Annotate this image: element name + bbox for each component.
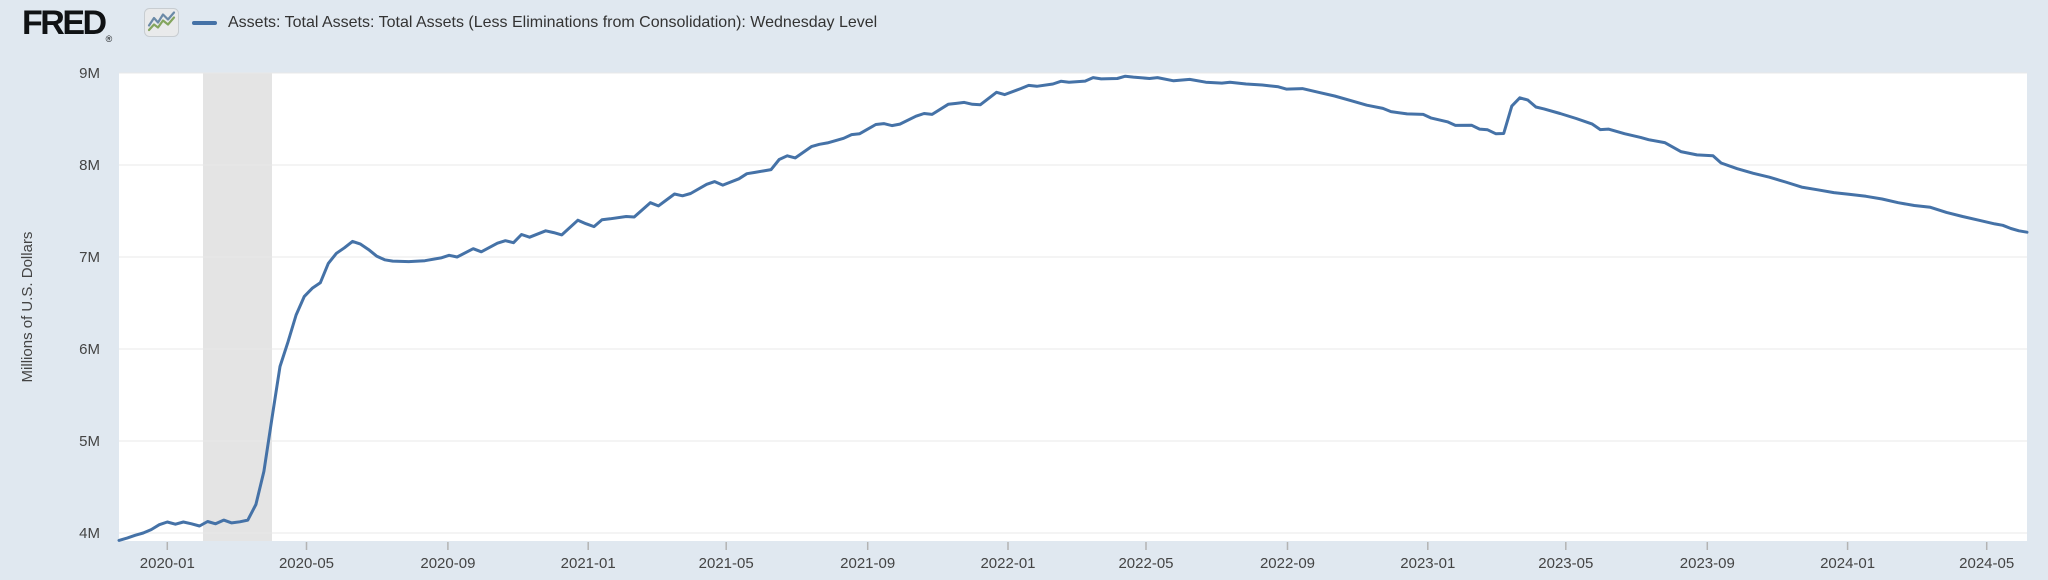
fred-logo: FRED® <box>22 4 113 48</box>
recession-shading-band <box>203 73 272 541</box>
legend-line-swatch <box>192 21 217 25</box>
x-axis-tick-label: 2020-01 <box>140 555 195 572</box>
registered-trademark: ® <box>105 34 113 44</box>
legend-series-label: Assets: Total Assets: Total Assets (Less… <box>228 14 878 31</box>
x-axis-tick-label: 2022-09 <box>1260 555 1315 572</box>
legend: Assets: Total Assets: Total Assets (Less… <box>192 0 877 44</box>
series-line <box>117 74 2029 542</box>
fred-sparkline-icon <box>144 8 179 37</box>
y-axis-title: Millions of U.S. Dollars <box>19 232 36 383</box>
x-axis-tick-label: 2021-05 <box>699 555 754 572</box>
plot-area: 4M 5M 6M 7M 8M 9M 2020-01 2020-05 2020-09 2021-01… <box>79 65 2029 572</box>
x-axis-tick-label: 2024-05 <box>1959 555 2014 572</box>
x-axis-tick-label: 2021-09 <box>840 555 895 572</box>
x-axis-tick-label: 2023-09 <box>1680 555 1735 572</box>
y-axis-tick-label: 5M <box>79 433 100 450</box>
y-axis-tick-label: 4M <box>79 525 100 542</box>
fred-logo-text: FRED <box>22 4 107 42</box>
plot-background <box>119 73 2027 541</box>
chart-header: FRED® Assets: Total Assets: Total Assets… <box>0 0 2048 44</box>
y-axis-tick-label: 8M <box>79 157 100 174</box>
y-axis-tick-label: 6M <box>79 341 100 358</box>
x-axis-tick-label: 2023-01 <box>1400 555 1455 572</box>
x-axis-tick-label: 2022-05 <box>1118 555 1173 572</box>
x-axis-tick-label: 2020-05 <box>279 555 334 572</box>
y-axis-tick-label: 7M <box>79 249 100 266</box>
x-axis-tick-label: 2022-01 <box>980 555 1035 572</box>
y-axis-tick-label: 9M <box>79 65 100 82</box>
x-axis-tick-label: 2020-09 <box>420 555 475 572</box>
x-axis-tick-label: 2021-01 <box>561 555 616 572</box>
x-axis-tick-label: 2024-01 <box>1820 555 1875 572</box>
x-axis-tick-label: 2023-05 <box>1538 555 1593 572</box>
